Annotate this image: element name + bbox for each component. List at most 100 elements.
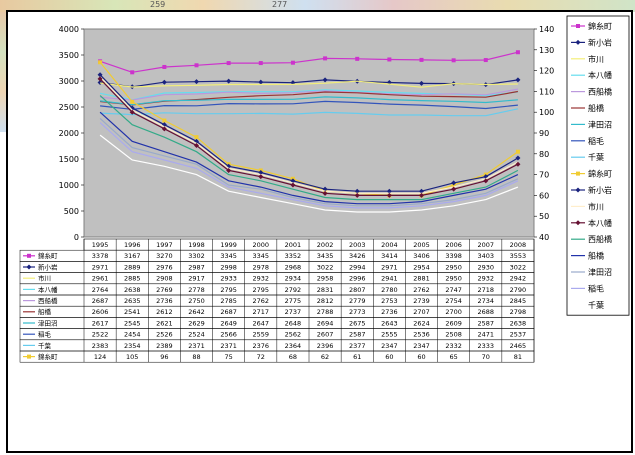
table-cell: 2778 — [188, 286, 205, 294]
table-cell: 2754 — [445, 297, 462, 305]
table-cell: 2792 — [285, 286, 302, 294]
table-cell: 60 — [385, 353, 393, 361]
table-cell: 2562 — [285, 331, 302, 339]
y-left-tick-label: 2500 — [59, 103, 79, 112]
table-cell: 2383 — [92, 342, 109, 350]
table-cell: 2932 — [253, 275, 270, 283]
series-point-12 — [515, 161, 521, 167]
legend-label: 錦糸町 — [588, 169, 612, 179]
y-right-tick-label: 70 — [539, 171, 549, 180]
y-left-tick-label: 4000 — [59, 25, 79, 34]
table-cell: 2978 — [253, 263, 270, 271]
table-row-label: 船橋 — [38, 307, 52, 316]
table-cell: 2762 — [253, 297, 270, 305]
legend-label: 新小岩 — [588, 37, 612, 47]
table-cell: 2647 — [253, 319, 270, 327]
table-cell: 2747 — [445, 286, 462, 294]
table-cell: 2526 — [156, 331, 173, 339]
series-point-1 — [515, 77, 521, 83]
table-cell: 2831 — [317, 286, 334, 294]
y-left-tick-label: 500 — [64, 207, 79, 216]
table-cell: 3352 — [285, 252, 302, 260]
table-cell: 2606 — [92, 308, 109, 316]
table-cell: 2347 — [381, 342, 398, 350]
series-point-1 — [258, 79, 264, 85]
table-cell: 2889 — [124, 263, 141, 271]
y-right-tick-label: 130 — [539, 46, 554, 55]
series-line-12 — [99, 78, 519, 196]
table-cell: 2675 — [349, 319, 366, 327]
table-cell: 2785 — [220, 297, 237, 305]
table-cell: 61 — [353, 353, 361, 361]
series-point-12 — [386, 192, 392, 198]
series-point-0 — [419, 57, 424, 62]
series-point-1 — [226, 78, 232, 84]
table-cell: 2555 — [381, 331, 398, 339]
legend-key-marker — [576, 171, 580, 176]
table-cell: 2954 — [413, 263, 430, 271]
series-point-12 — [290, 182, 296, 188]
table-cell: 2762 — [413, 286, 430, 294]
y-right-tick-label: 100 — [539, 108, 554, 117]
table-cell: 3378 — [92, 252, 109, 260]
table-header-cell: 2002 — [317, 241, 334, 249]
table-row-key-marker — [26, 264, 32, 270]
y-right-tick-label: 140 — [539, 25, 554, 34]
legend-label: 津田沼 — [588, 267, 612, 277]
y-right-tick-label: 80 — [539, 150, 549, 159]
series-point-0 — [290, 60, 295, 65]
series-point-0 — [387, 57, 392, 62]
table-cell: 2717 — [253, 308, 270, 316]
table-cell: 2750 — [188, 297, 205, 305]
y-left-tick-label: 2000 — [59, 129, 79, 138]
table-cell: 2736 — [381, 308, 398, 316]
table-cell: 62 — [321, 353, 329, 361]
y-right-tick-label: 110 — [539, 87, 554, 96]
series-point-0 — [355, 56, 360, 61]
table-row-label: 錦糸町 — [38, 352, 58, 361]
table-cell: 2790 — [510, 286, 527, 294]
series-point-0 — [483, 58, 488, 63]
table-header-cell: 2000 — [253, 241, 270, 249]
table-header-cell: 2007 — [478, 241, 495, 249]
background-map-fragment: 259 277 — [0, 0, 635, 12]
y-right-tick-label: 90 — [539, 129, 549, 138]
table-cell: 2332 — [445, 342, 462, 350]
table-cell: 2688 — [478, 308, 495, 316]
table-row-label: 本八幡 — [38, 285, 58, 294]
table-cell: 2347 — [413, 342, 430, 350]
table-header-cell: 2006 — [445, 241, 462, 249]
table-cell: 2987 — [188, 263, 205, 271]
table-cell: 2389 — [156, 342, 173, 350]
table-cell: 2807 — [349, 286, 366, 294]
legend-label: 西船橋 — [588, 87, 612, 97]
table-cell: 2968 — [285, 263, 302, 271]
legend-label: 本八幡 — [588, 218, 612, 228]
series-line-16 — [99, 122, 519, 209]
series-point-10 — [97, 72, 103, 78]
series-point-10 — [515, 155, 521, 161]
table-cell: 2788 — [317, 308, 334, 316]
table-cell: 2961 — [92, 275, 109, 283]
table-cell: 2971 — [92, 263, 109, 271]
table-row-label: 新小岩 — [38, 262, 58, 271]
table-cell: 2942 — [510, 275, 527, 283]
table-cell: 2707 — [413, 308, 430, 316]
series-point-1 — [419, 80, 424, 86]
table-cell: 2958 — [317, 275, 334, 283]
table-cell: 2773 — [349, 308, 366, 316]
series-line-17 — [99, 134, 519, 213]
table-row-label: 西船橋 — [38, 296, 58, 305]
series-point-12 — [354, 192, 360, 198]
table-cell: 2648 — [285, 319, 302, 327]
series-point-10 — [258, 170, 264, 176]
y-left-tick-label: 1000 — [59, 181, 79, 190]
table-cell: 2638 — [124, 286, 141, 294]
table-cell: 2687 — [92, 297, 109, 305]
legend-label: 船橋 — [588, 103, 604, 113]
series-point-10 — [354, 188, 360, 194]
table-cell: 2917 — [188, 275, 205, 283]
table-cell: 2612 — [156, 308, 173, 316]
series-point-9 — [194, 135, 199, 140]
table-cell: 81 — [514, 353, 522, 361]
